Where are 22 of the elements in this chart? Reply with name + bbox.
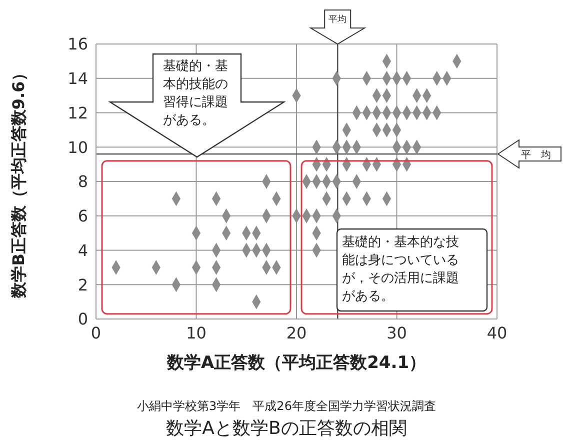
annotation: 基礎的・基本的な技能は身についているが，その活用に課題がある。 [342,235,459,304]
text: 小絹中学校第3学年 平成26年度全国学力学習状況調査 [137,399,436,413]
y-tick-label: 0 [78,310,88,329]
x-axis-title: 数学A正答数（平均正答数24.1） [166,353,426,373]
y-tick-label: 16 [68,34,88,54]
text: 数学Aと数学Bの正答数の相関 [166,418,407,439]
annotation: 基礎的・基本的技能の習得に課題がある。 [163,59,228,128]
y-tick-label: 14 [68,69,88,88]
ref-line-label: 平 均 [521,149,551,161]
y-axis-title: 数学B正答数（平均正答数9.6） [9,65,28,299]
x-tick-label: 40 [486,323,508,342]
y-tick-label: 12 [68,103,88,122]
x-tick-label: 0 [90,323,102,342]
y-tick-label: 4 [78,240,88,260]
x-tick-label: 20 [286,323,307,342]
y-tick-label: 6 [78,206,88,226]
ref-line-label: 平均 [328,14,347,25]
y-tick-label: 10 [68,138,88,157]
x-tick-label: 10 [186,323,206,342]
x-tick-label: 30 [386,323,407,342]
y-tick-label: 8 [78,172,88,192]
y-tick-label: 2 [78,275,88,294]
